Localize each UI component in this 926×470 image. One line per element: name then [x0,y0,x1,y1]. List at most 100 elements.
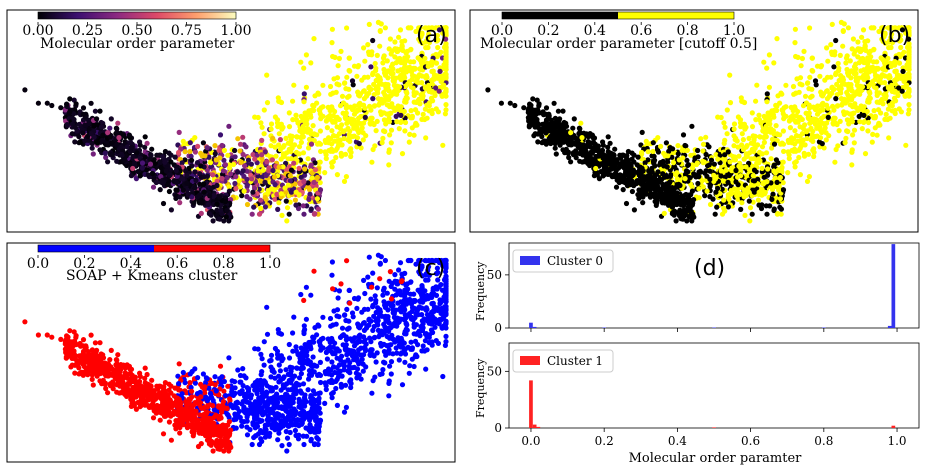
scatter-point [865,38,871,44]
scatter-point [385,68,392,74]
scatter-point [563,132,569,138]
scatter-point [338,150,344,156]
scatter-point [149,146,155,152]
scatter-point [434,54,440,60]
scatter-point [780,187,787,193]
scatter-point [774,131,780,138]
scatter-point [849,147,855,153]
scatter-point [419,30,425,36]
scatter-point [851,51,857,57]
scatter-point [732,157,739,163]
scatter-point [283,189,289,195]
scatter-point [843,55,850,61]
scatter-point [293,189,299,195]
scatter-point [289,145,295,151]
scatter-point [210,172,216,178]
scatter-point [642,160,648,166]
scatter-point [498,100,504,106]
scatter-point [258,197,264,203]
scatter-point [770,191,776,197]
scatter-point [650,140,656,146]
scatter-point [845,25,852,31]
scatter-point [429,77,435,83]
scatter-point [682,176,688,182]
scatter-point [733,167,739,174]
scatter-point [411,99,417,105]
scatter-point [375,327,381,333]
scatter-point [300,150,307,156]
scatter-point [818,119,824,125]
scatter-point [388,127,395,133]
scatter-point [381,348,387,355]
scatter-point [874,89,880,96]
scatter-point [71,111,77,117]
scatter-point [443,93,449,99]
scatter-point [691,171,697,177]
scatter-point [388,110,394,116]
scatter-point [373,128,379,134]
scatter-point [792,128,798,134]
scatter-point [204,145,210,151]
scatter-point [769,196,775,202]
scatter-point [587,144,594,150]
scatter-point [726,196,732,202]
scatter-point [350,82,356,88]
scatter-point [710,196,716,202]
scatter-point [906,88,912,94]
scatter-point [250,189,256,195]
scatter-point [261,107,267,113]
scatter-point [651,153,657,159]
scatter-point [187,148,193,155]
scatter-point [314,174,320,181]
scatter-point [396,106,402,112]
scatter-point [689,184,695,190]
scatter-point [759,144,766,150]
scatter-point [386,147,392,153]
scatter-point [264,72,270,78]
scatter-point [655,149,662,155]
scatter-point [647,180,653,186]
scatter-point [80,105,87,111]
scatter-point [833,96,839,102]
scatter-point [729,168,735,174]
scatter-point [534,111,540,117]
scatter-point [572,152,579,158]
scatter-point [356,141,362,147]
scatter-point [342,80,348,86]
scatter-point [507,100,513,106]
scatter-point [288,137,294,143]
scatter-point [221,218,227,224]
scatter-point [316,107,322,113]
scatter-point [851,127,858,133]
scatter-point [64,101,70,107]
scatter-point [871,108,877,114]
scatter-point [137,142,143,148]
scatter-point [191,200,197,206]
scatter-point [283,367,289,373]
scatter-point [173,179,180,185]
scatter-point [391,77,397,83]
scatter-point [817,135,824,141]
scatter-point [796,89,802,95]
scatter-point [411,331,417,337]
scatter-point [94,116,100,122]
scatter-point [366,21,372,27]
scatter-point [217,216,223,222]
scatter-point [443,107,449,113]
scatter-point [370,96,376,102]
scatter-point [226,123,232,129]
scatter-point [86,121,92,127]
scatter-point [635,154,641,160]
scatter-point [221,157,227,163]
scatter-point [727,100,734,106]
scatter-point [298,113,304,119]
scatter-point [535,124,541,130]
scatter-point [904,82,910,88]
scatter-point [284,218,290,224]
scatter-point [240,151,246,158]
scatter-point [836,86,842,92]
scatter-point [857,119,863,125]
scatter-point [367,86,373,92]
scatter-point [771,206,777,212]
scatter-point [664,174,670,180]
